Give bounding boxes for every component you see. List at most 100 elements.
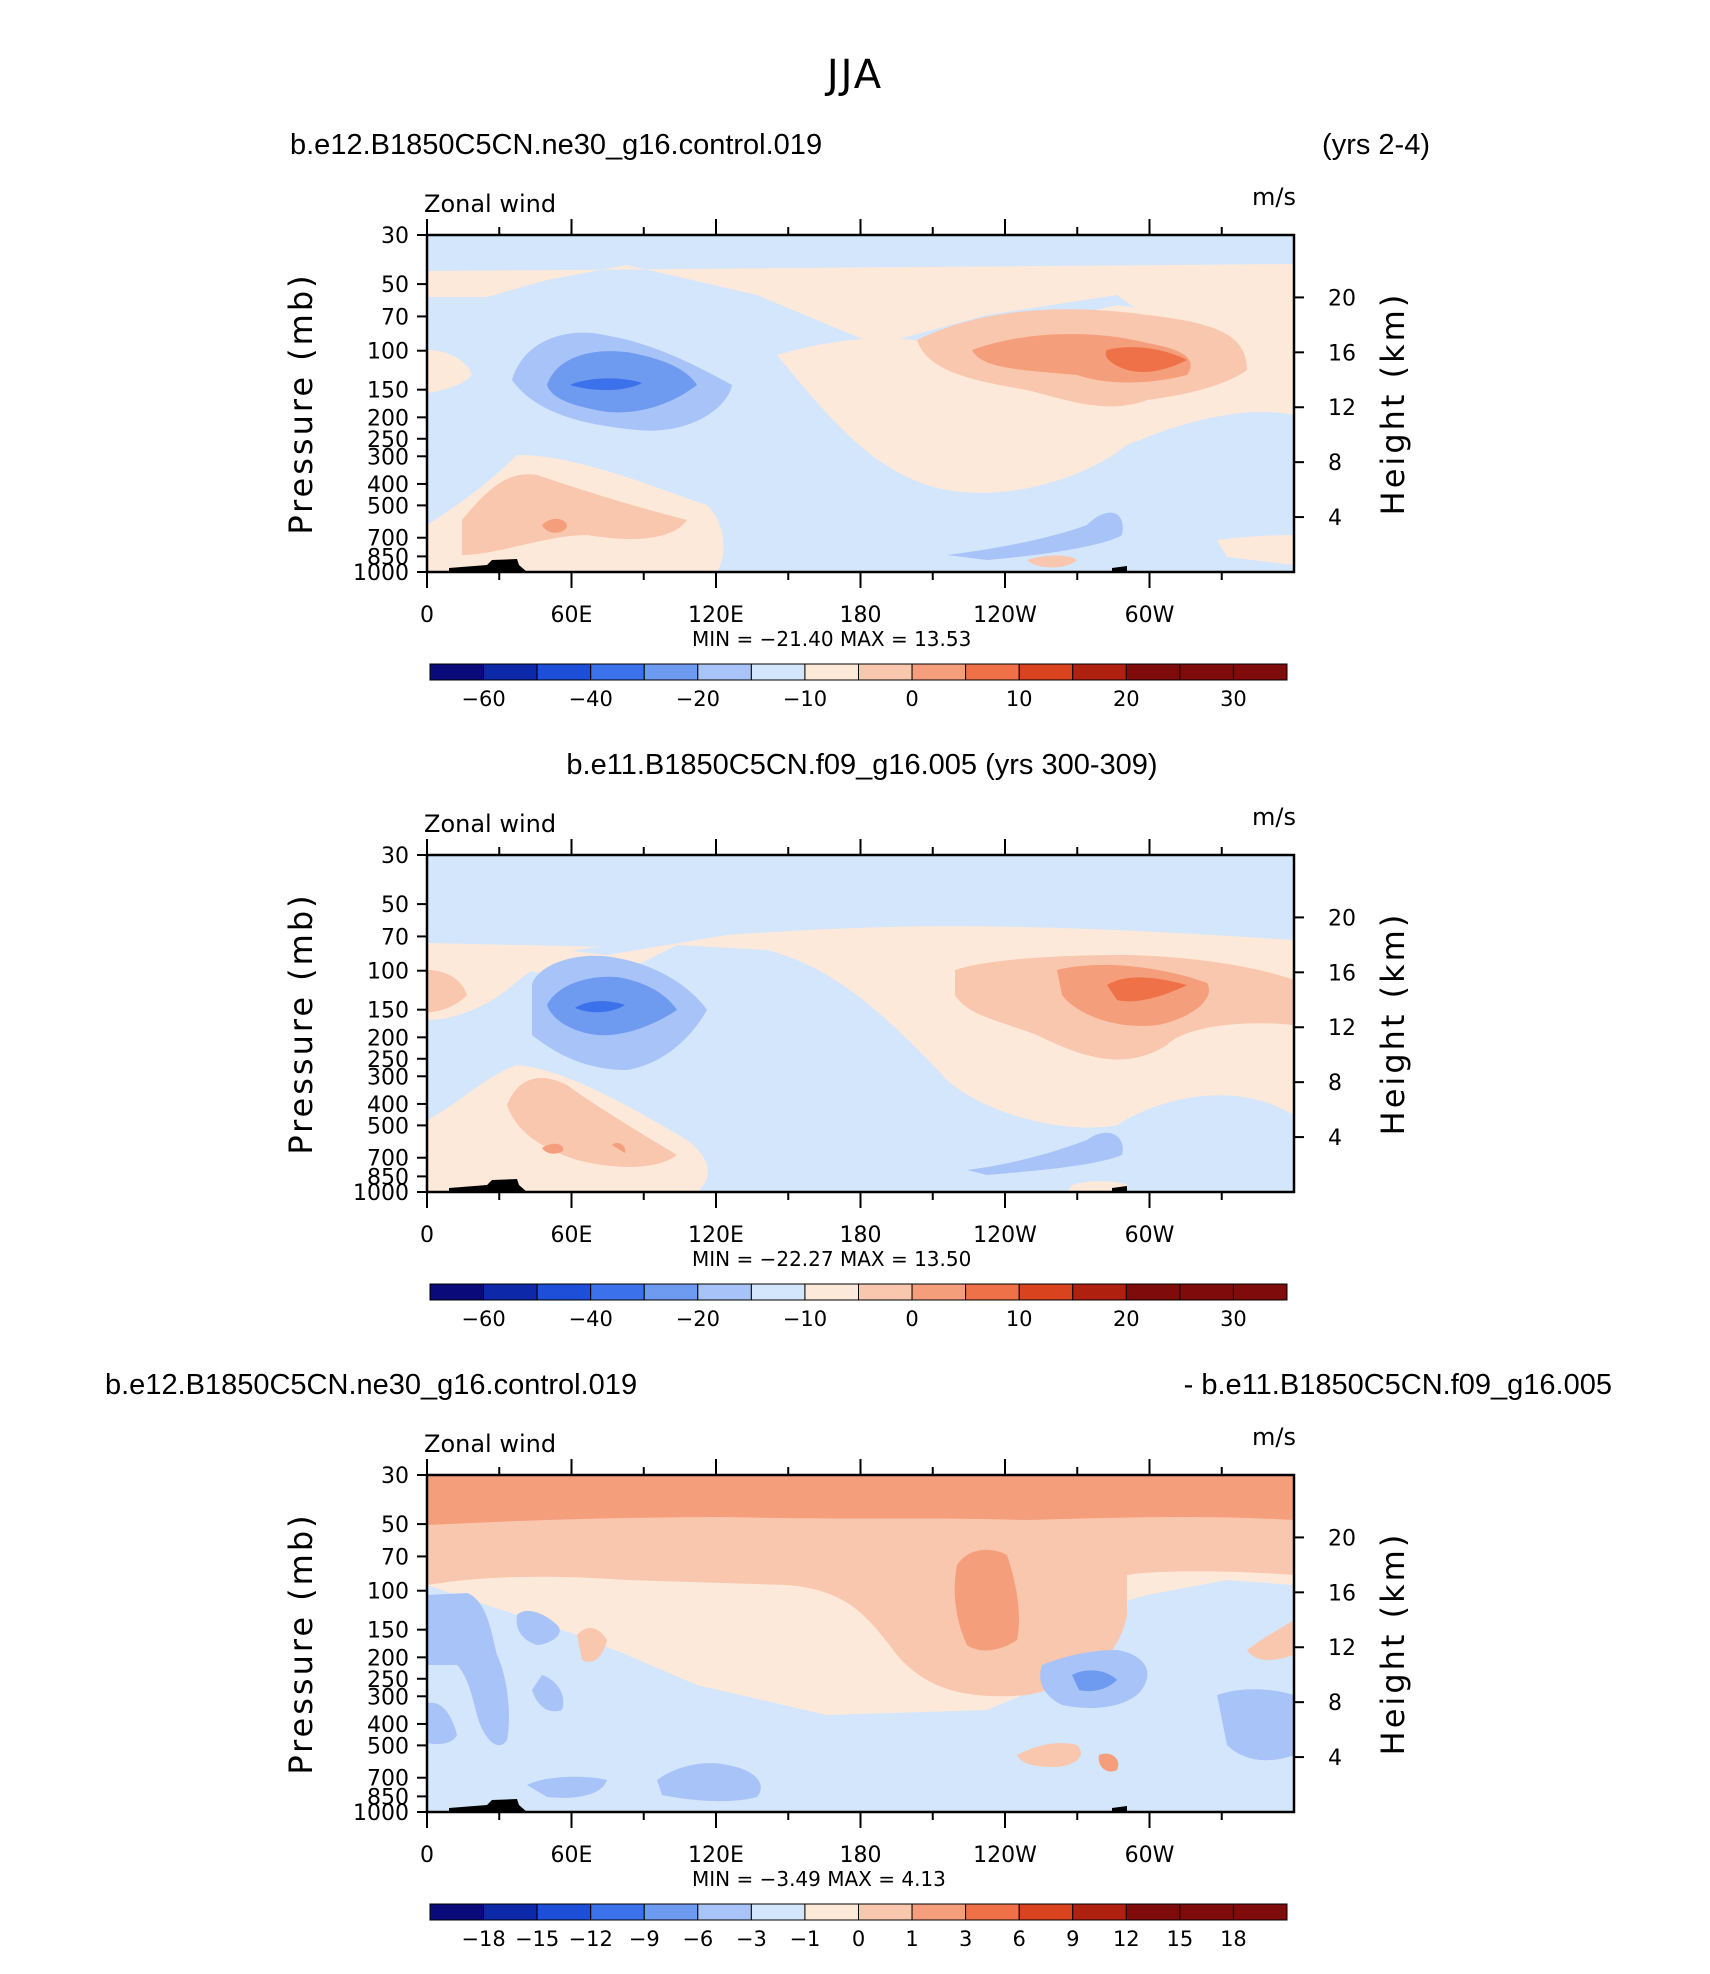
lon-tick-label: 180	[840, 603, 882, 628]
colorbar-bin	[1232, 1283, 1288, 1301]
y-axis-title-right: Height (km)	[1374, 912, 1412, 1136]
pressure-tick-label: 30	[381, 224, 409, 249]
height-tick-label: 4	[1328, 1746, 1342, 1771]
plot-area	[425, 1473, 1296, 1814]
pressure-tick-label: 250	[367, 428, 409, 453]
pressure-tick-label: 150	[367, 999, 409, 1024]
colorbar-bin	[1125, 663, 1181, 681]
pressure-tick-label: 1000	[353, 1181, 409, 1206]
colorbar-bin	[750, 1283, 806, 1301]
height-tick-label: 4	[1328, 506, 1342, 531]
pressure-tick-label: 200	[367, 1646, 409, 1671]
colorbar-tick-label: −20	[676, 1307, 720, 1331]
colorbar-bin	[750, 1903, 806, 1921]
colorbar-bin	[697, 1903, 752, 1921]
colorbar-bin	[643, 1903, 699, 1921]
colorbar-bin	[590, 1903, 645, 1921]
units-label: m/s	[1252, 803, 1296, 831]
pressure-tick-label: 50	[381, 893, 409, 918]
colorbar-tick-label: −10	[783, 687, 827, 711]
lon-tick-label: 120E	[688, 1223, 744, 1248]
y-axis-title-left: Pressure (mb)	[282, 272, 320, 534]
colorbar-bin	[804, 663, 859, 681]
contour-0-5-band	[427, 264, 1294, 360]
pressure-tick-label: 300	[367, 1685, 409, 1710]
pressure-tick-label: 700	[367, 527, 409, 552]
colorbar-tick-label: −60	[461, 1307, 505, 1331]
colorbar-bin	[697, 1283, 752, 1301]
x-axis-stats-min: MIN = −22.27 MAX = 13.50	[692, 1247, 971, 1271]
units-label: m/s	[1252, 1423, 1296, 1451]
colorbar-bin	[1018, 1903, 1074, 1921]
pressure-tick-label: 700	[367, 1147, 409, 1172]
pressure-tick-label: 70	[381, 305, 409, 330]
height-tick-label: 12	[1328, 396, 1356, 421]
colorbar-tick-label: 12	[1113, 1927, 1140, 1951]
colorbar-bin	[858, 1903, 913, 1921]
lon-tick-label: 120E	[688, 1843, 744, 1868]
lon-tick-label: 120E	[688, 603, 744, 628]
colorbar-tick-label: −12	[569, 1927, 613, 1951]
pressure-tick-label: 70	[381, 1545, 409, 1570]
colorbar-tick-label: −3	[736, 1927, 767, 1951]
height-tick-label: 20	[1328, 906, 1356, 931]
colorbar-tick-label: 0	[852, 1927, 865, 1951]
variable-label: Zonal wind	[424, 810, 556, 838]
colorbar-tick-label: 10	[1006, 1307, 1033, 1331]
y-axis-title-left: Pressure (mb)	[282, 892, 320, 1154]
colorbar-bin	[858, 663, 913, 681]
pressure-tick-label: 400	[367, 473, 409, 498]
pressure-tick-label: 70	[381, 925, 409, 950]
pressure-tick-label: 100	[367, 1580, 409, 1605]
pressure-tick-label: 850	[367, 545, 409, 570]
y-axis-title-right: Height (km)	[1374, 1532, 1412, 1756]
pressure-tick-label: 30	[381, 1464, 409, 1489]
x-axis-stats-min: MIN = −3.49 MAX = 4.13	[692, 1867, 946, 1891]
lon-tick-label: 120W	[973, 603, 1037, 628]
colorbar-bin	[804, 1903, 859, 1921]
plot-area	[425, 233, 1296, 574]
colorbar-bin	[1072, 1283, 1127, 1301]
colorbar-bin	[590, 663, 645, 681]
colorbar-tick-label: 18	[1220, 1927, 1247, 1951]
colorbar-tick-label: −6	[682, 1927, 713, 1951]
colorbar-tick-label: 1	[905, 1927, 918, 1951]
colorbar-bin	[536, 663, 592, 681]
colorbar-tick-label: 0	[905, 1307, 918, 1331]
height-tick-label: 20	[1328, 1526, 1356, 1551]
colorbar-tick-label: −40	[569, 687, 613, 711]
lon-tick-label: 60W	[1125, 603, 1175, 628]
height-tick-label: 8	[1328, 1691, 1342, 1716]
colorbar-tick-label: 30	[1220, 687, 1247, 711]
pressure-tick-label: 1000	[353, 1801, 409, 1826]
colorbar-bin	[1125, 1903, 1181, 1921]
lon-tick-label: 180	[840, 1223, 882, 1248]
height-tick-label: 16	[1328, 961, 1356, 986]
colorbar: −18 −15 −12 −9 −6 −3 −1 0 1 3 6 9 12 15 18	[429, 1903, 1288, 1951]
colorbar: −60 −40 −20 −10 0 10 20 30	[429, 1283, 1288, 1331]
pressure-tick-label: 50	[381, 273, 409, 298]
height-tick-label: 16	[1328, 1581, 1356, 1606]
panel-title-right: (yrs 2-4)	[1322, 129, 1430, 161]
colorbar-tick-label: −1	[789, 1927, 820, 1951]
height-tick-label: 12	[1328, 1016, 1356, 1041]
height-tick-label: 16	[1328, 341, 1356, 366]
colorbar-tick-label: −40	[569, 1307, 613, 1331]
colorbar-bin	[483, 1903, 538, 1921]
lon-tick-label: 180	[840, 1843, 882, 1868]
height-tick-label: 8	[1328, 1071, 1342, 1096]
pressure-tick-label: 200	[367, 1026, 409, 1051]
variable-label: Zonal wind	[424, 190, 556, 218]
pressure-tick-label: 250	[367, 1048, 409, 1073]
pressure-tick-label: 50	[381, 1513, 409, 1538]
pressure-tick-label: 300	[367, 1065, 409, 1090]
lon-tick-label: 60E	[551, 603, 593, 628]
panel-title-right: - b.e11.B1850C5CN.f09_g16.005	[1184, 1369, 1612, 1401]
colorbar-bin	[1072, 1903, 1127, 1921]
colorbar-tick-label: 0	[905, 687, 918, 711]
lon-tick-label: 0	[420, 1223, 434, 1248]
colorbar-bin	[965, 1903, 1020, 1921]
colorbar-tick-label: 30	[1220, 1307, 1247, 1331]
colorbar-bin	[697, 663, 752, 681]
